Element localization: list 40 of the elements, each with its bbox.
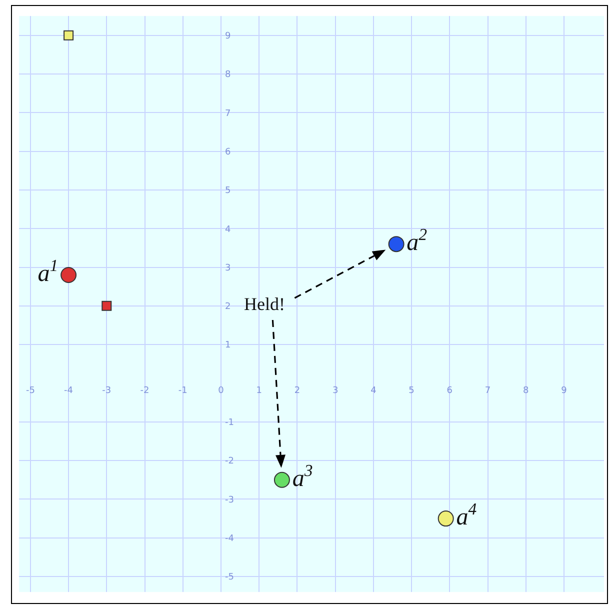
y-tick-label: 4 — [224, 224, 231, 235]
x-tick-label: -4 — [64, 386, 74, 396]
x-tick-label: -2 — [140, 386, 150, 396]
y-tick-label: 8 — [224, 70, 231, 80]
series-label: a$^{3}$ — [292, 460, 313, 492]
x-tick-label: 0 — [218, 386, 224, 396]
x-tick-label: 1 — [256, 386, 262, 396]
point — [388, 236, 404, 252]
y-tick-label: 1 — [224, 340, 231, 351]
x-tick-label: -3 — [102, 386, 112, 396]
series-label: a$^{2}$ — [406, 225, 428, 256]
y-tick-label: -4 — [224, 534, 234, 544]
x-tick-label: 9 — [561, 386, 568, 396]
x-tick-label: 5 — [408, 386, 414, 396]
x-tick-label: 3 — [332, 386, 338, 396]
x-tick-label: 2 — [294, 386, 300, 396]
y-tick-label: 3 — [224, 263, 231, 274]
point — [60, 267, 77, 284]
series-label: a$^{4}$ — [456, 499, 478, 531]
point — [64, 30, 74, 40]
y-tick-label: 2 — [224, 302, 231, 312]
x-tick-label: 7 — [484, 386, 491, 396]
y-tick-label: 6 — [224, 147, 231, 158]
y-tick-label: 9 — [224, 31, 231, 42]
y-tick-label: 5 — [224, 186, 231, 196]
x-tick-label: 6 — [446, 386, 453, 396]
point — [274, 472, 290, 488]
x-tick-label: 8 — [523, 386, 530, 396]
point — [102, 300, 112, 311]
y-tick-label: -5 — [224, 572, 234, 583]
annotation: Held! — [244, 294, 285, 314]
series-label: a$^{1}$ — [38, 256, 58, 288]
y-tick-label: -1 — [224, 418, 234, 428]
point — [438, 510, 454, 527]
y-tick-label: -2 — [224, 456, 234, 467]
x-tick-label: -1 — [178, 386, 188, 396]
y-tick-label: -3 — [224, 495, 234, 506]
y-tick-label: 7 — [224, 108, 231, 119]
x-tick-label: 4 — [370, 386, 377, 396]
x-tick-label: -5 — [26, 386, 35, 396]
